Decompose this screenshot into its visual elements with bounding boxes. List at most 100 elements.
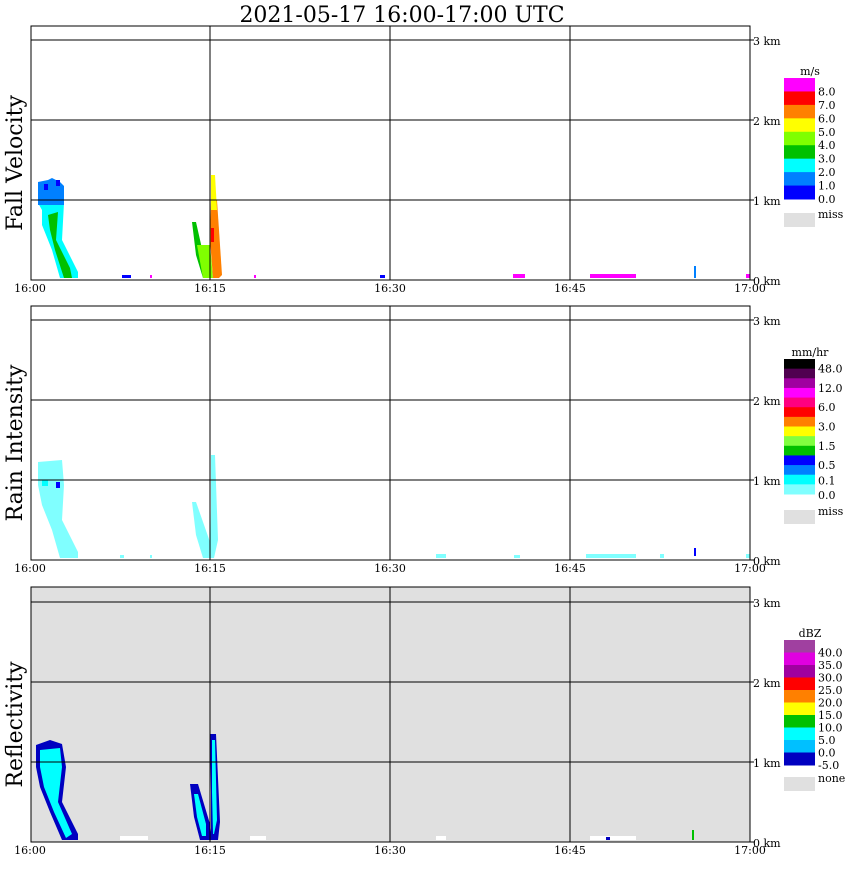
x-tick-label: 16:30 — [374, 562, 406, 575]
y-tick-label: 3 km — [753, 597, 781, 610]
legend-swatch — [784, 702, 815, 716]
y-tick-label: 1 km — [753, 757, 781, 770]
legend-swatch — [784, 640, 815, 653]
legend-swatch — [784, 118, 815, 133]
legend-label: 15.0 — [818, 709, 843, 722]
legend-unit: dBZ — [799, 627, 822, 640]
legend-label: 30.0 — [818, 672, 843, 685]
legend-swatch — [784, 172, 815, 187]
echo-region — [436, 554, 446, 558]
y-tick-label: 2 km — [753, 677, 781, 690]
echo-region — [194, 794, 206, 836]
x-tick-label: 16:45 — [554, 562, 586, 575]
chart-title: 2021-05-17 16:00-17:00 UTC — [239, 3, 564, 28]
y-tick-label: 1 km — [753, 475, 781, 488]
echo-region — [606, 837, 610, 840]
legend-label: 0.1 — [818, 474, 836, 487]
legend-label: 3.0 — [818, 421, 836, 434]
legend-swatch — [784, 677, 815, 691]
legend-label: 48.0 — [818, 363, 843, 376]
x-tick-label: 17:00 — [734, 844, 766, 857]
legend-missing-swatch — [784, 213, 815, 227]
echo-region — [122, 275, 131, 278]
echo-region — [254, 275, 256, 278]
echo-region — [586, 554, 636, 558]
legend-unit: mm/hr — [792, 346, 830, 359]
echo-region — [150, 555, 152, 558]
echo-region — [694, 266, 696, 278]
legend-label: 0.0 — [818, 193, 836, 206]
legend-swatch — [784, 436, 815, 447]
legend-swatch — [784, 78, 815, 92]
echo-region — [513, 274, 525, 278]
legend-label: 6.0 — [818, 401, 836, 414]
legend-swatch — [784, 715, 815, 728]
y-tick-label: 3 km — [753, 35, 781, 48]
legend-swatch — [784, 740, 815, 753]
echo-region — [212, 740, 217, 834]
y-tick-label: 0 km — [753, 837, 781, 850]
color-legend: mm/hr 48.0 12.0 6.0 3.0 1.5 0.5 0.1 0.0 miss — [784, 346, 844, 524]
panel-fall-velocity: 0 km 1 km 2 km 3 km 16:00 16:15 16:30 16:45 17:0… — [3, 25, 844, 295]
legend-label: 6.0 — [818, 112, 836, 125]
x-tick-label: 16:00 — [14, 282, 46, 295]
echo-region — [746, 554, 750, 558]
legend-swatch — [784, 91, 815, 106]
echo-region — [48, 212, 72, 278]
legend-swatch — [784, 359, 815, 370]
echo-region — [692, 830, 694, 840]
legend-swatch — [784, 145, 815, 160]
legend-swatch — [784, 484, 815, 495]
legend-swatch — [784, 727, 815, 741]
legend-swatch — [784, 690, 815, 703]
echo-region — [197, 245, 213, 278]
legend-missing-swatch — [784, 510, 815, 524]
legend-label: 7.0 — [818, 99, 836, 112]
legend-label: 5.0 — [818, 126, 836, 139]
echo-region — [694, 548, 696, 556]
legend-label: 25.0 — [818, 684, 843, 697]
y-tick-label: 0 km — [753, 555, 781, 568]
legend-label: 4.0 — [818, 139, 836, 152]
legend-swatch — [784, 665, 815, 678]
y-tick-label: 2 km — [753, 395, 781, 408]
legend-label: 1.5 — [818, 440, 836, 453]
x-tick-label: 17:00 — [734, 282, 766, 295]
x-tick-label: 16:00 — [14, 562, 46, 575]
legend-missing-label: miss — [818, 208, 844, 221]
legend-label: 1.0 — [818, 180, 836, 193]
echo-region — [210, 455, 218, 558]
legend-swatch — [784, 652, 815, 666]
x-tick-label: 16:30 — [374, 844, 406, 857]
y-tick-label: 0 km — [753, 275, 781, 288]
echo-region — [56, 180, 60, 186]
legend-label: 0.0 — [818, 747, 836, 760]
x-tick-label: 16:15 — [194, 562, 226, 575]
echo-region — [150, 275, 152, 278]
y-axis-label: Fall Velocity — [3, 95, 28, 231]
echo-region — [38, 203, 78, 278]
legend-unit: m/s — [800, 65, 820, 78]
echo-region — [120, 836, 148, 840]
legend-swatch — [784, 387, 815, 399]
color-legend: dBZ 40.035.030.025.020.015.010.05.00.0-5.… — [784, 627, 845, 791]
legend-swatch — [784, 185, 815, 200]
x-tick-label: 16:15 — [194, 282, 226, 295]
echo-region — [211, 175, 217, 210]
x-tick-label: 16:00 — [14, 844, 46, 857]
legend-label: 0.5 — [818, 459, 836, 472]
echo-region — [660, 554, 664, 558]
legend-label: 2.0 — [818, 166, 836, 179]
legend-swatch — [784, 158, 815, 173]
legend-swatch — [784, 445, 815, 456]
plot-frame — [30, 25, 751, 281]
y-tick-label: 2 km — [753, 115, 781, 128]
y-tick-label: 3 km — [753, 315, 781, 328]
legend-label: 5.0 — [818, 734, 836, 747]
legend-swatch — [784, 407, 815, 418]
echo-region — [42, 480, 48, 486]
y-axis-label: Rain Intensity — [3, 364, 28, 521]
legend-swatch — [784, 474, 815, 485]
legend-swatch — [784, 368, 815, 379]
x-tick-label: 16:45 — [554, 844, 586, 857]
